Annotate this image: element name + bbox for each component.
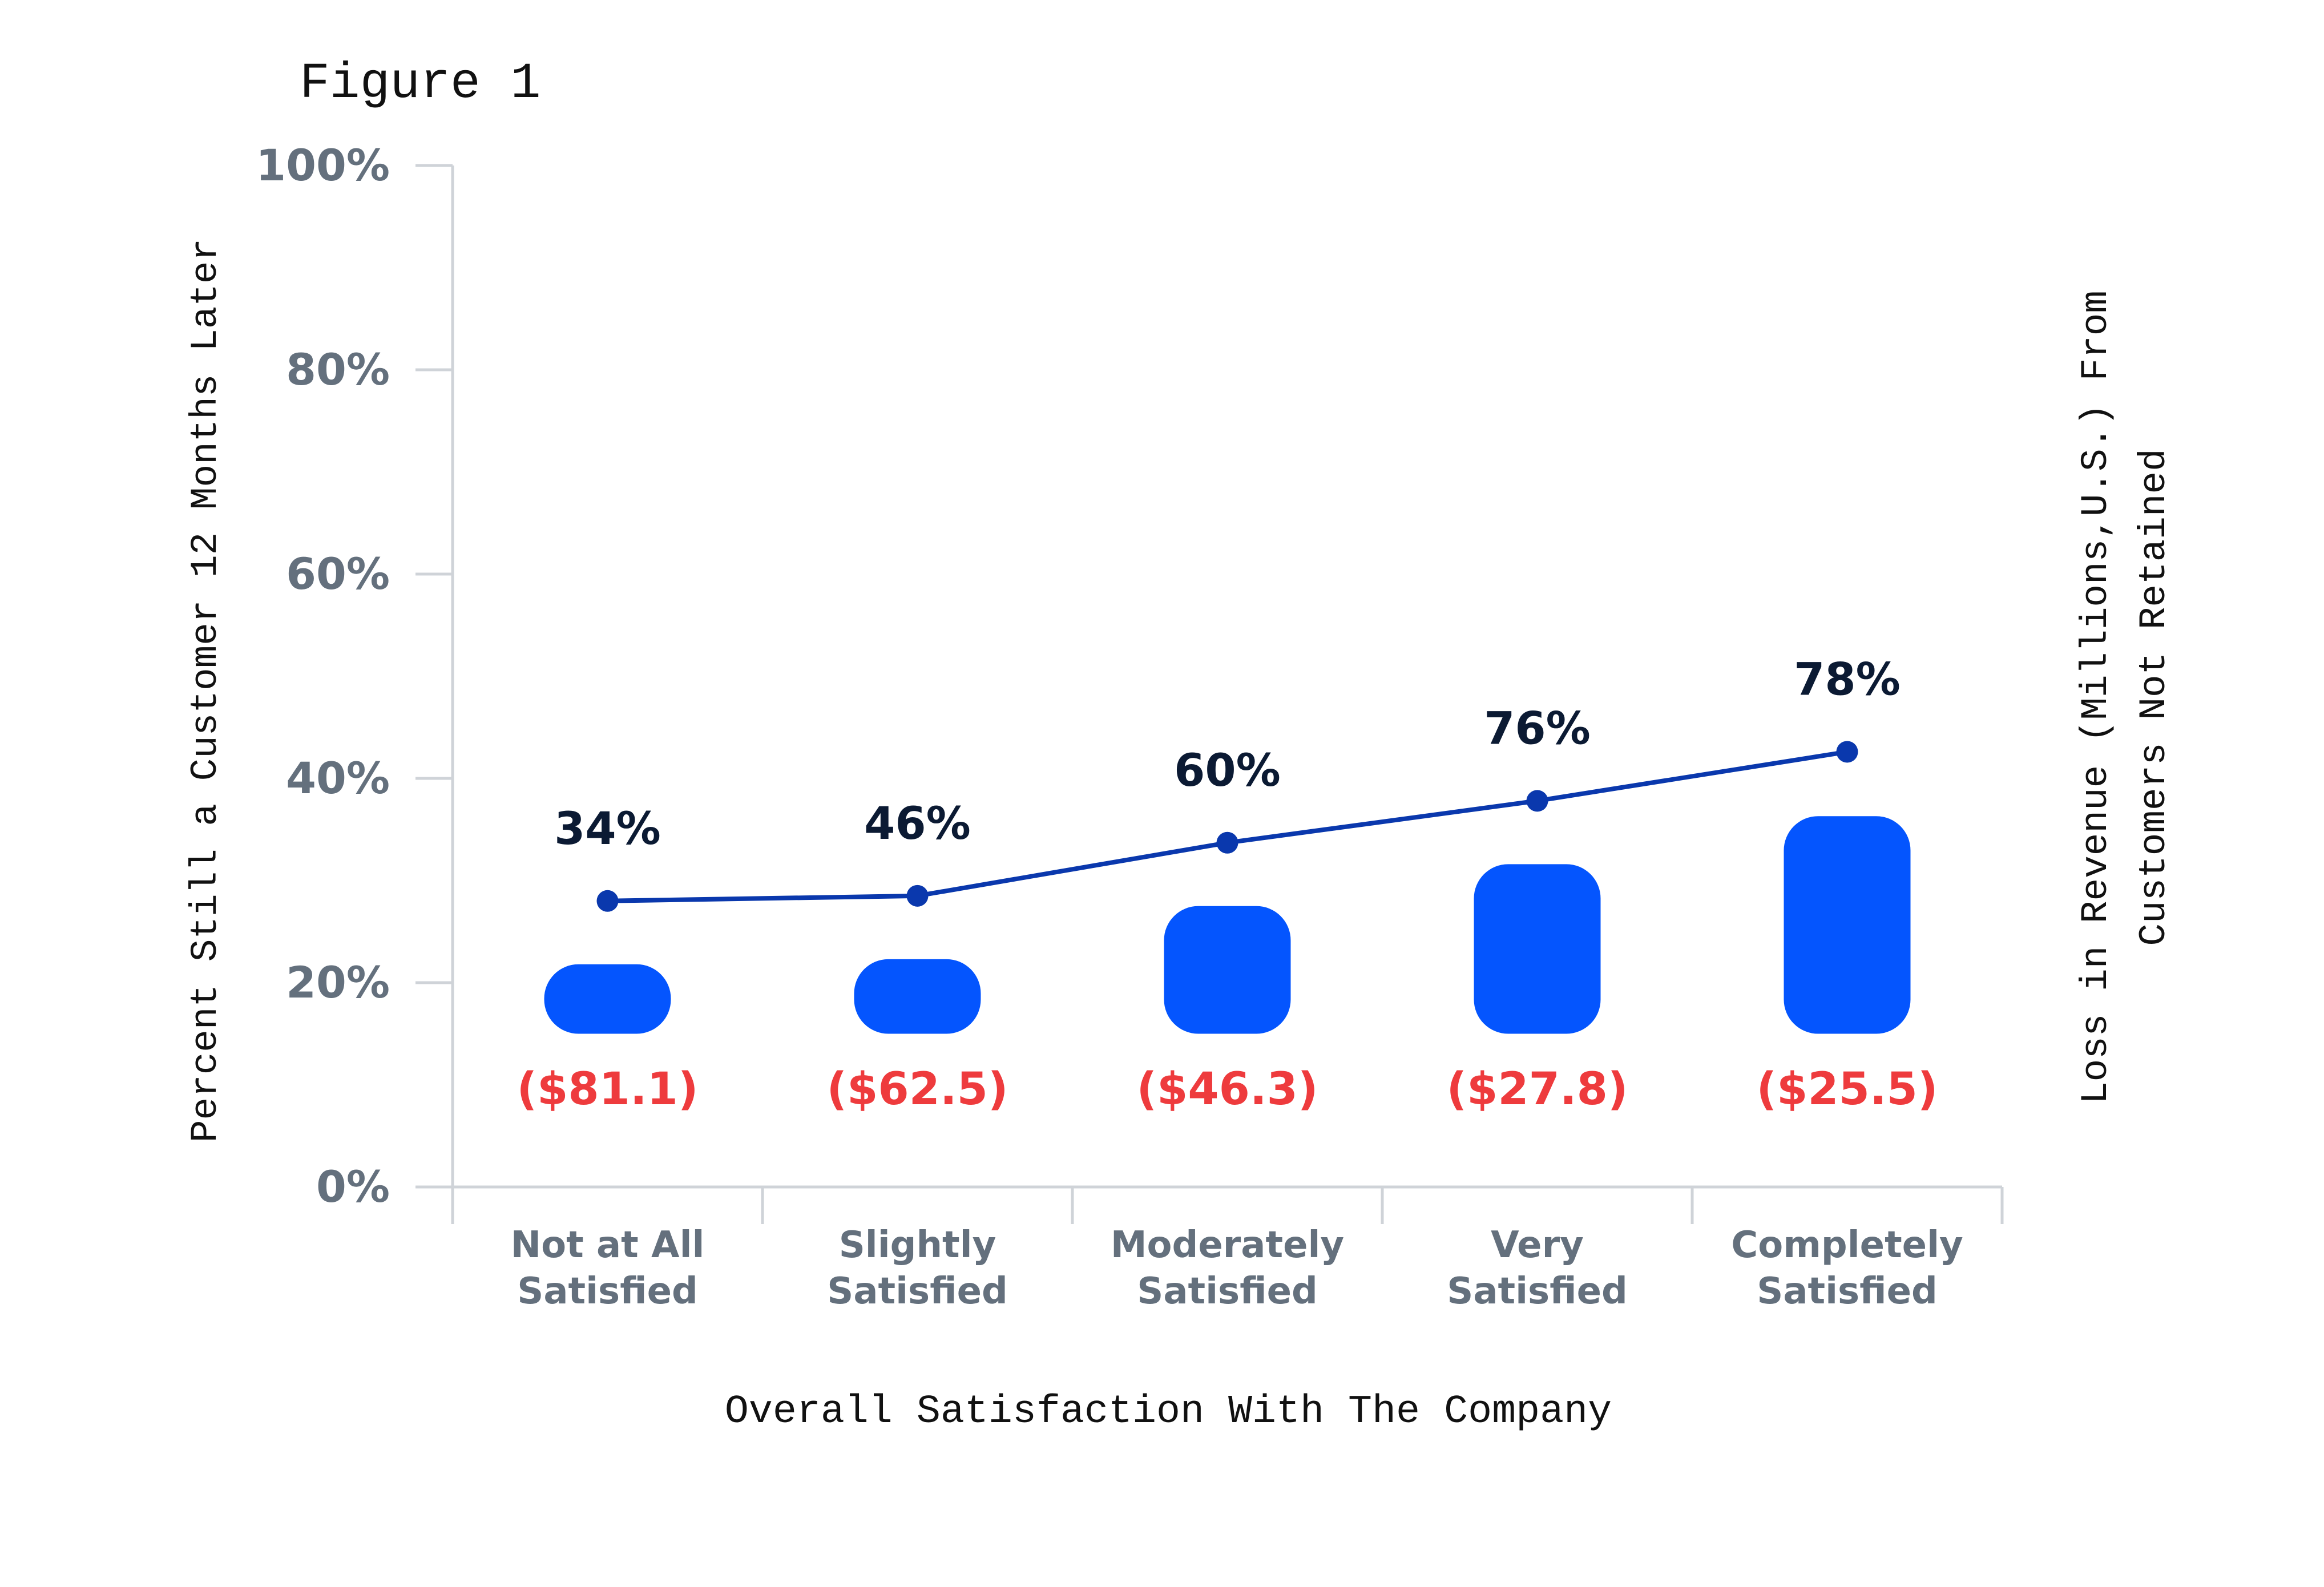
loss-label: ($62.5) xyxy=(826,1064,1008,1115)
loss-label: ($46.3) xyxy=(1136,1064,1318,1115)
revenue-bar xyxy=(544,964,671,1034)
revenue-bar xyxy=(854,959,981,1034)
retention-point xyxy=(1216,831,1238,854)
y2-axis-title-line2: Customers Not Retained xyxy=(2133,449,2176,946)
x-tick-label: Satisfied xyxy=(517,1270,698,1313)
x-tick-label: Very xyxy=(1491,1224,1584,1266)
revenue-bars xyxy=(544,816,1911,1034)
retention-label: 46% xyxy=(864,798,971,850)
axes: 0%20%40%60%80%100%Not at AllSatisfiedSli… xyxy=(256,140,2004,1313)
x-tick-label: Not at All xyxy=(511,1224,705,1266)
x-tick-label: Satisfied xyxy=(1447,1270,1628,1313)
y2-axis-title-line1: Loss in Revenue (Millions,U.S.) From xyxy=(2075,290,2117,1104)
y-axis-title: Percent Still a Customer 12 Months Later xyxy=(184,239,227,1142)
retention-label: 76% xyxy=(1484,703,1591,754)
x-tick-label: Slightly xyxy=(839,1224,996,1266)
retention-label: 78% xyxy=(1794,654,1901,705)
revenue-bar xyxy=(1164,906,1291,1034)
revenue-bar xyxy=(1784,816,1911,1034)
x-tick-label: Satisfied xyxy=(1757,1270,1938,1313)
retention-label: 34% xyxy=(554,803,661,855)
retention-point xyxy=(906,885,929,907)
retention-point xyxy=(596,890,619,912)
retention-line xyxy=(596,741,1858,912)
y-tick-label: 40% xyxy=(286,753,390,803)
y-tick-label: 20% xyxy=(286,957,390,1008)
data-labels: ($81.1) ($62.5) ($46.3) ($27.8) ($25.5) 34% 46… xyxy=(517,654,1938,1115)
retention-point xyxy=(1526,790,1548,812)
loss-label: ($81.1) xyxy=(517,1064,698,1115)
y-tick-label: 0% xyxy=(316,1161,390,1212)
revenue-bar xyxy=(1474,864,1601,1034)
x-tick-label: Satisfied xyxy=(827,1270,1008,1313)
chart-title: Figure 1 xyxy=(300,56,540,112)
loss-label: ($27.8) xyxy=(1446,1064,1628,1115)
y-tick-label: 60% xyxy=(286,548,390,599)
x-tick-label: Moderately xyxy=(1111,1224,1344,1266)
retention-point xyxy=(1836,741,1858,763)
x-tick-label: Satisfied xyxy=(1137,1270,1318,1313)
loss-label: ($25.5) xyxy=(1756,1064,1938,1115)
x-axis-title: Overall Satisfaction With The Company xyxy=(725,1390,1612,1435)
x-tick-label: Completely xyxy=(1731,1224,1963,1266)
retention-label: 60% xyxy=(1174,745,1281,797)
y-tick-label: 100% xyxy=(256,140,390,191)
y-tick-label: 80% xyxy=(286,344,390,395)
